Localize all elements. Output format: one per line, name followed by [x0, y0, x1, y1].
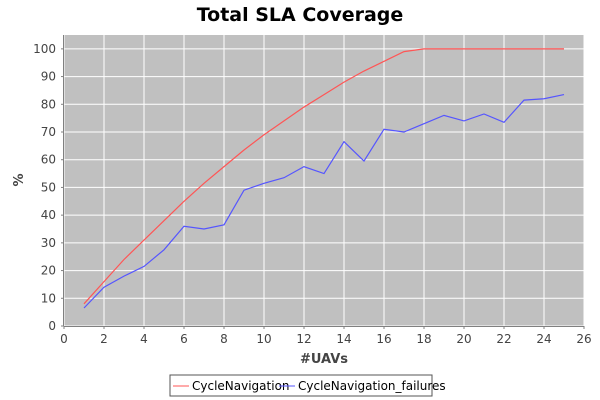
legend: CycleNavigation CycleNavigation_failures — [169, 374, 446, 397]
series-layer — [83, 48, 565, 309]
x-tick-label: 0 — [60, 332, 68, 346]
x-tick-label: 8 — [220, 332, 228, 346]
y-axis-label: % — [12, 173, 27, 186]
x-tick-label: 22 — [496, 332, 511, 346]
y-tick-label: 100 — [33, 42, 56, 56]
x-tick-label: 4 — [140, 332, 148, 346]
y-tick-label: 60 — [41, 153, 56, 167]
x-tick-label: 18 — [416, 332, 431, 346]
series-line-cyclenavigation — [83, 48, 564, 305]
plot-area — [64, 35, 584, 326]
chart-title: Total SLA Coverage — [197, 4, 404, 26]
y-tick-label: 80 — [41, 97, 56, 111]
y-tick-label: 50 — [41, 180, 56, 194]
x-tick-label: 20 — [456, 332, 471, 346]
y-tick-label: 40 — [41, 208, 56, 222]
y-tick-label: 20 — [41, 264, 56, 278]
x-tick-label: 16 — [376, 332, 391, 346]
x-tick-label: 14 — [336, 332, 351, 346]
y-tick-label: 70 — [41, 125, 56, 139]
x-tick-label: 26 — [576, 332, 591, 346]
grid — [63, 35, 585, 327]
y-tick-label: 90 — [41, 70, 56, 84]
legend-box — [169, 374, 433, 397]
x-tick-label: 6 — [180, 332, 188, 346]
x-tick-label: 12 — [296, 332, 311, 346]
axes — [61, 35, 585, 329]
legend-label-cyclenavigation-failures: CycleNavigation_failures — [298, 379, 446, 393]
y-tick-label: 10 — [41, 291, 56, 305]
x-tick-label: 2 — [100, 332, 108, 346]
y-tick-label: 30 — [41, 236, 56, 250]
y-tick-label: 0 — [48, 319, 56, 333]
x-axis-label: #UAVs — [300, 352, 348, 367]
series-line-cyclenavigation-failures — [83, 94, 565, 309]
x-tick-label: 10 — [256, 332, 271, 346]
tick-labels: 0 2 4 6 8 10 12 14 16 18 20 22 24 2601020304050607080… — [33, 42, 592, 346]
legend-label-cyclenavigation: CycleNavigation — [192, 379, 290, 393]
x-tick-label: 24 — [536, 332, 551, 346]
